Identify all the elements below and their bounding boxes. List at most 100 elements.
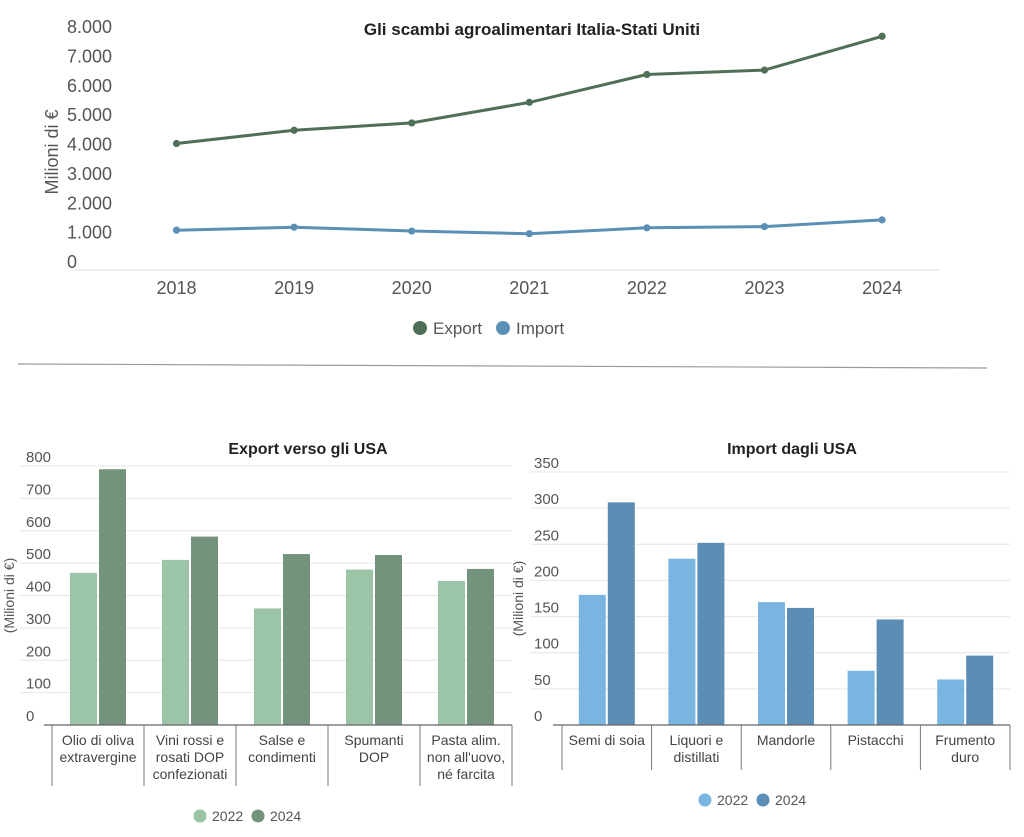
x-category-label: Frumento duro: [935, 732, 995, 765]
x-category-label-line: duro: [951, 749, 979, 765]
data-point-export: [408, 119, 416, 127]
y-tick-label: 2.000: [67, 193, 112, 213]
y-tick-label: 400: [26, 579, 51, 596]
legend-marker-2024: [756, 793, 770, 807]
y-tick-label: 0: [67, 252, 77, 272]
bar-2024-3: [375, 555, 402, 725]
bar-2024-4: [467, 568, 494, 725]
y-tick-label: 300: [534, 491, 559, 508]
bar-2024-2: [787, 607, 814, 725]
y-tick-label: 100: [534, 636, 559, 653]
bar-chart-import: Import dagli USA (Milioni di €) 0 50 100 150 2…: [510, 441, 1011, 808]
legend-label-2024: 2024: [270, 808, 301, 824]
data-point-import: [878, 216, 886, 224]
y-axis-label: (Milioni di €): [510, 561, 526, 636]
bar-2022-4: [438, 580, 465, 725]
x-category-label-line: Pistacchi: [848, 732, 904, 748]
x-category-label: Liquori e distillati: [670, 732, 724, 765]
data-point-export: [878, 32, 886, 40]
legend-label-2024: 2024: [775, 792, 806, 808]
bar-2022-3: [847, 670, 875, 725]
legend-label-2022: 2022: [212, 808, 243, 824]
y-tick-label: 7.000: [67, 46, 112, 66]
y-tick-label: 6.000: [67, 76, 112, 96]
x-category-label-line: condimenti: [248, 749, 316, 765]
x-category-label: Semi di soia: [569, 732, 645, 748]
section-divider: [17, 363, 988, 369]
x-tick-label: 2021: [509, 278, 549, 298]
bar-2024-1: [191, 536, 218, 725]
data-point-export: [290, 126, 298, 134]
data-point-import: [643, 224, 651, 232]
bar-2022-0: [578, 594, 606, 725]
data-point-import: [290, 223, 298, 231]
series-line-export: [176, 34, 883, 145]
y-tick-label: 3.000: [67, 164, 112, 184]
bar-2024-3: [876, 619, 904, 725]
y-tick-label: 1.000: [67, 223, 112, 243]
y-tick-label: 8.000: [67, 17, 112, 37]
x-category-label-line: rosati DOP: [156, 749, 224, 765]
legend-marker-2022: [698, 793, 712, 807]
chart-title: Export verso gli USA: [228, 441, 388, 458]
bar-2022-1: [162, 559, 189, 725]
x-category-label: Spumanti DOP: [344, 732, 403, 765]
x-tick-label: 2019: [274, 278, 314, 298]
data-point-export: [525, 98, 533, 106]
x-category-label-line: Spumanti: [344, 732, 403, 748]
x-category-label-line: né farcita: [437, 766, 495, 782]
y-tick-label: 50: [534, 672, 551, 689]
x-category-label-line: non all'uovo,: [427, 749, 505, 765]
y-tick-label: 0: [26, 708, 34, 725]
x-tick-label: 2022: [627, 278, 667, 298]
x-category-label-line: Mandorle: [757, 732, 816, 748]
legend-label-export: Export: [433, 319, 482, 338]
data-point-export: [172, 139, 181, 148]
y-tick-label: 500: [26, 546, 51, 563]
x-category-label: Pistacchi: [848, 732, 904, 748]
x-tick-label: 2023: [744, 278, 784, 298]
x-category-label-line: Salse e: [259, 732, 306, 748]
chart-title: Import dagli USA: [727, 441, 857, 458]
data-point-import: [760, 223, 769, 231]
y-axis-label: (Milioni di €): [1, 558, 17, 633]
y-tick-label: 200: [534, 563, 559, 580]
y-tick-label: 300: [26, 611, 51, 628]
legend-label-2022: 2022: [717, 792, 748, 808]
x-tick-label: 2024: [862, 278, 902, 298]
legend-marker-2022: [193, 809, 207, 823]
data-point-import: [525, 230, 533, 238]
data-point-export: [760, 66, 769, 74]
x-category-label-line: extravergine: [59, 749, 136, 765]
bar-2024-1: [697, 542, 725, 725]
data-point-export: [643, 70, 651, 79]
y-tick-label: 150: [534, 600, 559, 617]
legend-marker-export: [413, 321, 427, 335]
bar-2022-3: [346, 569, 373, 725]
bar-2024-0: [99, 469, 126, 725]
y-tick-label: 100: [26, 676, 51, 693]
bar-2022-2: [758, 602, 785, 725]
bar-2024-2: [283, 554, 310, 725]
x-category-label-line: Semi di soia: [569, 732, 645, 748]
x-category-label-line: Olio di oliva: [62, 732, 135, 748]
chart-title: Gli scambi agroalimentari Italia-Stati U…: [364, 20, 700, 39]
x-category-label: Mandorle: [757, 732, 816, 748]
x-category-label: Olio di oliva extravergine: [59, 732, 136, 765]
x-category-label-line: distillati: [673, 749, 719, 765]
bar-2022-2: [254, 608, 281, 725]
y-tick-label: 4.000: [67, 135, 112, 155]
x-category-label: Vini rossi e rosati DOP confezionati: [153, 732, 228, 782]
x-category-label-line: confezionati: [153, 766, 228, 782]
y-axis-label: Milioni di €: [42, 109, 62, 194]
bar-2022-1: [668, 558, 696, 725]
legend-marker-import: [496, 321, 510, 335]
x-tick-label: 2020: [392, 278, 432, 298]
x-category-label-line: Frumento: [935, 732, 995, 748]
bar-2024-4: [966, 655, 994, 725]
y-tick-label: 700: [26, 481, 51, 498]
x-category-label-line: Vini rossi e: [156, 732, 224, 748]
x-category-label: Pasta alim. non all'uovo, né farcita: [427, 732, 505, 782]
y-tick-label: 200: [26, 643, 51, 660]
